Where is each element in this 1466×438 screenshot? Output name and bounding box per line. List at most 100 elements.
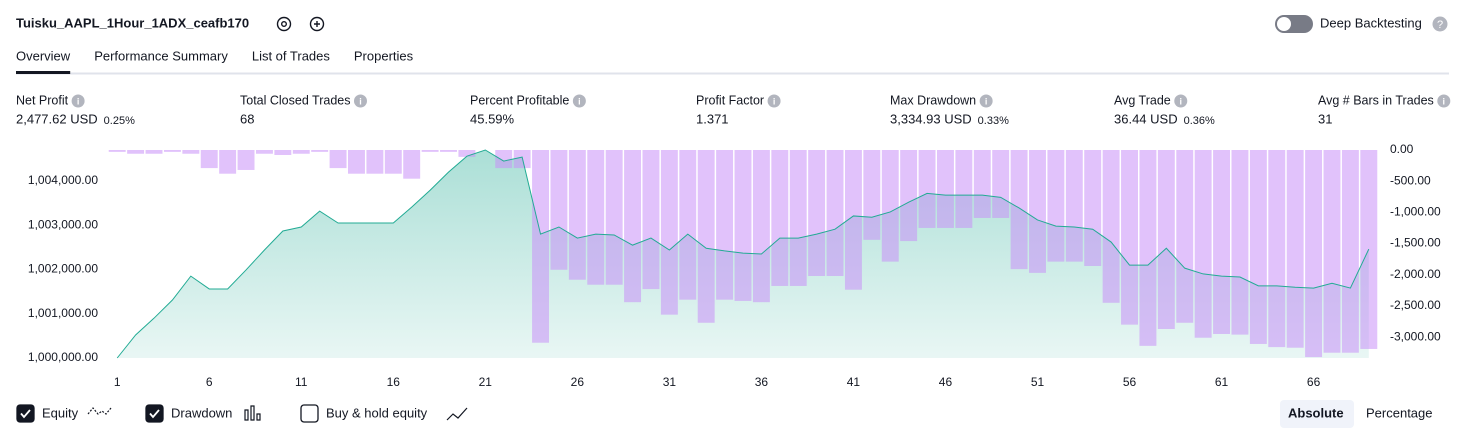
strategy-title: Tuisku_AAPL_1Hour_1ADX_ceafb170: [16, 15, 249, 30]
x-tick-label: 46: [939, 375, 953, 389]
equity-checkbox[interactable]: [16, 404, 35, 423]
buy-hold-checkbox[interactable]: [300, 404, 319, 423]
drawdown-bar: [1029, 150, 1046, 273]
info-icon[interactable]: [979, 94, 993, 108]
drawdown-bar: [568, 150, 586, 280]
info-mark: i: [773, 96, 776, 106]
info-icon[interactable]: [572, 94, 586, 108]
add-alert-icon[interactable]: [309, 16, 325, 32]
drawdown-bar: [458, 150, 476, 157]
settings-icon[interactable]: [276, 16, 292, 32]
info-icon[interactable]: [1437, 94, 1451, 108]
y2-tick-label: -1,000.00: [1390, 205, 1441, 219]
drawdown-bar: [1286, 150, 1304, 348]
drawdown-bar: [1231, 150, 1249, 335]
drawdown-bar: [1213, 150, 1231, 334]
info-icon[interactable]: [71, 94, 85, 108]
drawdown-bar: [1305, 150, 1323, 358]
drawdown-bar: [1249, 150, 1267, 344]
x-tick-label: 66: [1307, 375, 1321, 389]
drawdown-bar: [274, 150, 292, 155]
drawdown-bar: [255, 150, 273, 154]
drawdown-bar: [771, 150, 789, 286]
drawdown-bar: [219, 150, 237, 174]
x-tick-label: 41: [847, 375, 861, 389]
metric-label: Avg # Bars in Trades: [1318, 93, 1434, 107]
tab[interactable]: Performance Summary: [94, 48, 228, 63]
drawdown-bar: [311, 150, 329, 152]
metric-label: Percent Profitable: [470, 93, 569, 107]
drawdown-bar: [734, 150, 752, 301]
x-tick-label: 11: [295, 375, 308, 389]
deep-backtesting-label: Deep Backtesting: [1320, 15, 1422, 30]
svg-text:?: ?: [1437, 19, 1443, 31]
y-tick-label: 1,003,000.00: [28, 217, 98, 231]
metric-value: 1.371: [696, 111, 729, 126]
mode-absolute[interactable]: Absolute: [1288, 405, 1344, 420]
drawdown-bar: [329, 150, 347, 169]
drawdown-bar: [1010, 150, 1028, 270]
drawdown-bar: [182, 150, 200, 154]
y2-tick-label: 0.00: [1390, 142, 1414, 156]
drawdown-bar: [403, 150, 421, 179]
x-tick-label: 56: [1123, 375, 1137, 389]
drawdown-bar: [384, 150, 402, 174]
info-icon[interactable]: [353, 94, 367, 108]
drawdown-bar: [495, 150, 513, 169]
metric-label: Max Drawdown: [890, 93, 976, 107]
help-icon[interactable]: ?: [1432, 16, 1448, 32]
active-tab-underline: [16, 71, 71, 74]
drawdown-bar: [900, 150, 918, 242]
mode-percentage[interactable]: Percentage: [1366, 405, 1433, 420]
drawdown-bar: [679, 150, 697, 300]
drawdown-bar: [642, 150, 660, 290]
x-tick-label: 21: [479, 375, 493, 389]
drawdown-bar: [624, 150, 642, 303]
y2-tick-label: -3,000.00: [1390, 329, 1441, 343]
drawdown-bar: [550, 150, 568, 270]
metric-value: 3,334.93 USD: [890, 111, 972, 126]
drawdown-bar: [1176, 150, 1194, 323]
tab[interactable]: Overview: [16, 48, 71, 63]
x-tick-label: 31: [663, 375, 677, 389]
metric-label: Net Profit: [16, 93, 69, 107]
y-tick-label: 1,004,000.00: [28, 173, 98, 187]
info-icon[interactable]: [1174, 94, 1188, 108]
x-tick-label: 51: [1031, 375, 1045, 389]
info-mark: i: [1180, 96, 1183, 106]
x-tick-label: 36: [755, 375, 769, 389]
drawdown-checkbox[interactable]: [145, 404, 164, 423]
drawdown-bar: [587, 150, 605, 285]
drawdown-bar: [1341, 150, 1359, 353]
tab[interactable]: List of Trades: [252, 48, 331, 63]
legend-label: Equity: [42, 405, 79, 420]
drawdown-bar: [844, 150, 862, 290]
tab[interactable]: Properties: [354, 48, 414, 63]
y2-tick-label: -1,500.00: [1390, 236, 1441, 250]
metric-percent: 0.25%: [104, 115, 135, 127]
drawdown-bar: [1121, 150, 1138, 325]
x-tick-label: 16: [387, 375, 401, 389]
info-icon[interactable]: [767, 94, 781, 108]
info-mark: i: [359, 96, 362, 106]
switch-knob: [1277, 17, 1291, 31]
drawdown-bar: [108, 150, 126, 152]
drawdown-bar: [1157, 150, 1175, 329]
drawdown-bar: [163, 150, 181, 152]
drawdown-bar: [1047, 150, 1065, 262]
drawdown-bar: [200, 150, 218, 169]
drawdown-bar: [918, 150, 936, 228]
drawdown-bar: [532, 150, 550, 343]
drawdown-bar: [127, 150, 145, 154]
info-mark: i: [1443, 96, 1446, 106]
drawdown-bar: [1323, 150, 1341, 353]
drawdown-bar: [808, 150, 826, 276]
drawdown-bar: [366, 150, 384, 174]
drawdown-bar: [1139, 150, 1157, 346]
drawdown-bar: [237, 150, 255, 170]
info-mark: i: [77, 96, 80, 106]
drawdown-bar: [1194, 150, 1212, 338]
info-mark: i: [985, 96, 988, 106]
drawdown-bar: [292, 150, 310, 154]
